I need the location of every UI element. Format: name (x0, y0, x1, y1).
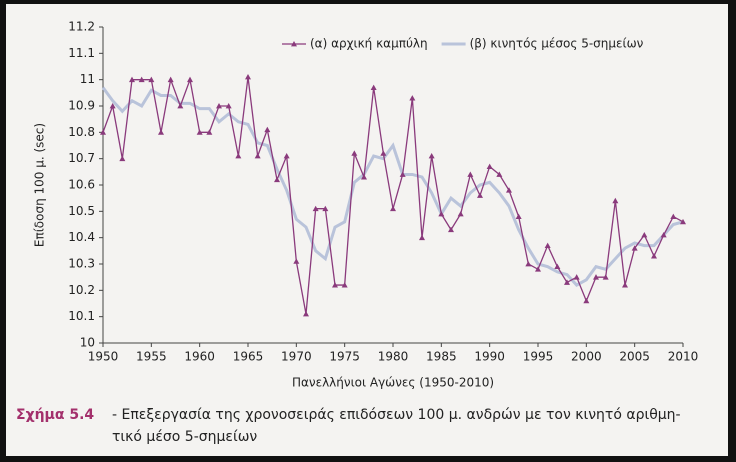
point-marker (573, 274, 580, 280)
point-marker (283, 153, 290, 159)
point-marker (428, 153, 435, 159)
point-marker (409, 95, 416, 101)
point-marker (322, 205, 329, 212)
x-tick-label: 1965 (233, 350, 264, 364)
x-tick-label: 1975 (329, 350, 360, 364)
point-marker (129, 76, 135, 83)
point-marker (264, 126, 271, 133)
x-tick-label: 1990 (474, 350, 505, 364)
point-marker (351, 150, 358, 156)
point-marker (109, 103, 116, 109)
point-marker (496, 171, 503, 177)
point-marker (187, 76, 193, 83)
point-marker (564, 279, 570, 285)
point-marker (119, 155, 126, 162)
point-marker (670, 213, 677, 219)
point-marker (303, 311, 309, 317)
point-marker (535, 266, 541, 272)
point-marker (361, 174, 367, 180)
point-marker (235, 153, 242, 159)
point-marker (399, 171, 406, 177)
point-marker (370, 84, 377, 90)
legend-marker (291, 41, 297, 47)
point-marker (544, 242, 551, 248)
y-tick-label: 11.2 (68, 20, 95, 34)
point-marker (631, 245, 638, 251)
point-marker (554, 263, 561, 270)
point-marker (583, 297, 590, 304)
point-marker (167, 76, 174, 83)
y-tick-label: 10.1 (68, 309, 95, 323)
point-marker (612, 197, 619, 204)
point-marker (100, 129, 106, 135)
point-marker (225, 103, 232, 109)
point-marker (390, 205, 396, 212)
point-marker (419, 234, 425, 241)
point-marker (448, 226, 454, 233)
point-marker (467, 171, 474, 177)
legend-label: (α) αρχική καμπύλη (310, 37, 428, 51)
y-tick-label: 10.6 (68, 178, 95, 192)
point-marker (312, 205, 319, 212)
y-tick-label: 10.3 (68, 257, 95, 271)
point-marker (438, 210, 445, 217)
point-marker (216, 103, 222, 109)
point-marker (196, 129, 203, 135)
point-marker (332, 282, 338, 288)
x-tick-label: 2000 (571, 350, 602, 364)
paper (6, 4, 728, 456)
point-marker (506, 187, 512, 193)
legend-label: (β) κινητός μέσος 5-σημείων (470, 37, 644, 51)
point-marker (138, 76, 145, 83)
y-tick-label: 10 (80, 336, 95, 350)
x-tick-label: 1950 (88, 350, 119, 364)
x-tick-label: 2005 (619, 350, 650, 364)
point-marker (293, 258, 300, 264)
x-tick-label: 2010 (668, 350, 699, 364)
point-marker (602, 274, 609, 280)
point-marker (680, 218, 686, 225)
point-marker (245, 74, 251, 80)
point-marker (254, 153, 261, 159)
point-marker (477, 192, 483, 198)
x-axis-label: Πανελλήνιοι Αγώνες (1950-2010) (292, 376, 494, 390)
y-tick-label: 10.7 (68, 151, 95, 165)
y-tick-label: 11.1 (68, 46, 95, 60)
point-marker (380, 150, 387, 156)
point-marker (622, 282, 628, 288)
x-tick-label: 1995 (523, 350, 554, 364)
x-tick-label: 1980 (378, 350, 409, 364)
y-axis-label: Επίδοση 100 μ. (sec) (33, 123, 47, 247)
series-line (101, 86, 684, 287)
y-tick-label: 10.8 (68, 125, 95, 139)
x-tick-label: 1985 (426, 350, 457, 364)
y-tick-label: 10.9 (68, 99, 95, 113)
point-marker (177, 103, 184, 109)
point-marker (457, 210, 464, 217)
point-marker (651, 253, 657, 259)
x-tick-label: 1960 (184, 350, 215, 364)
x-tick-label: 1970 (281, 350, 312, 364)
point-marker (206, 129, 213, 135)
point-marker (486, 163, 493, 169)
caption-line: τικό μέσο 5-σημείων (112, 429, 257, 445)
point-marker (274, 176, 280, 183)
point-marker (660, 232, 667, 238)
caption-line: - Επεξεργασία της χρονοσειράς επιδόσεων … (112, 407, 681, 423)
point-marker (641, 232, 648, 238)
point-marker (158, 129, 164, 135)
point-marker (341, 282, 348, 288)
y-tick-label: 10.4 (68, 230, 95, 244)
point-marker (515, 213, 522, 219)
point-marker (525, 261, 532, 267)
y-tick-label: 11 (80, 72, 95, 86)
x-tick-label: 1955 (136, 350, 167, 364)
point-marker (593, 274, 599, 280)
y-tick-label: 10.5 (68, 204, 95, 218)
caption-label: Σχήμα 5.4 (16, 407, 94, 423)
y-tick-label: 10.2 (68, 283, 95, 297)
point-marker (148, 76, 155, 83)
